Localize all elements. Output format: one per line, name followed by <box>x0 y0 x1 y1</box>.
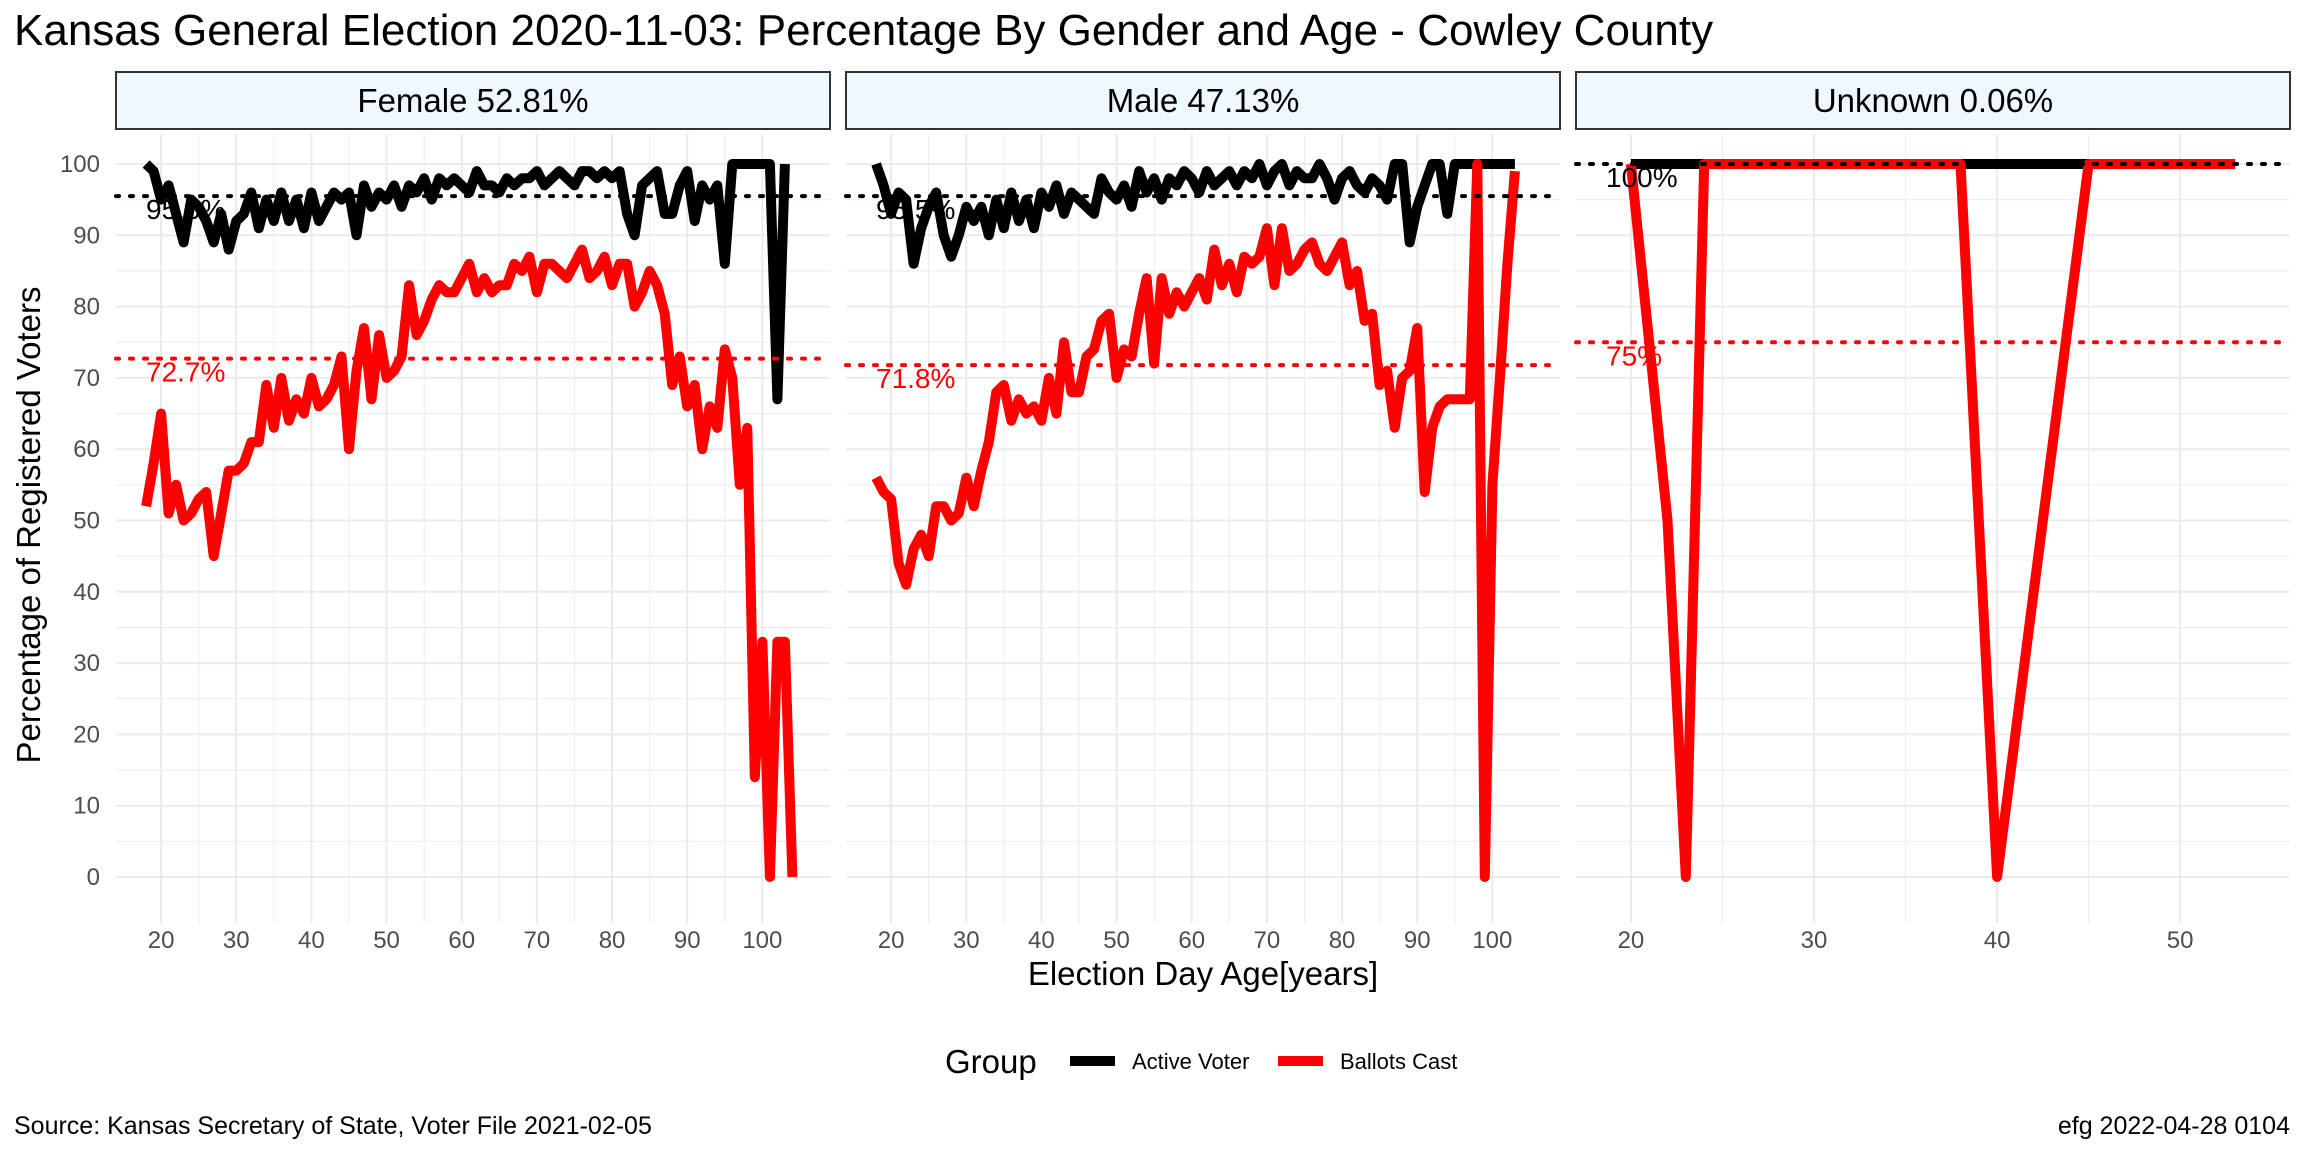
y-tick-label: 100 <box>60 151 100 178</box>
x-tick-label: 30 <box>223 927 250 954</box>
credit-caption: efg 2022-04-28 0104 <box>2058 1112 2290 1140</box>
x-tick-label: 30 <box>953 927 980 954</box>
active-voter-line <box>142 159 790 405</box>
avg-ballots-label: 72.7% <box>146 357 225 388</box>
facet-strip-label: Unknown 0.06% <box>1813 82 2053 119</box>
x-tick-label: 70 <box>1254 927 1281 954</box>
legend-label-active-voter: Active Voter <box>1132 1049 1249 1074</box>
facet-strip <box>1575 71 2291 130</box>
y-tick-label: 20 <box>73 721 100 748</box>
y-tick-label: 90 <box>73 222 100 249</box>
avg-active-label: 95.5% <box>146 194 225 225</box>
ballots-cast-line <box>141 244 798 882</box>
x-tick-label: 40 <box>1984 927 2011 954</box>
y-tick-label: 40 <box>73 579 100 606</box>
x-tick-label: 20 <box>878 927 905 954</box>
y-tick-label: 0 <box>87 864 100 891</box>
active-voter-line <box>871 159 1515 269</box>
y-tick-label: 10 <box>73 793 100 820</box>
y-tick-label: 60 <box>73 436 100 463</box>
x-tick-label: 50 <box>1103 927 1130 954</box>
x-tick-label: 60 <box>1178 927 1205 954</box>
y-tick-label: 50 <box>73 508 100 535</box>
y-tick-label: 70 <box>73 365 100 392</box>
facet-strip <box>845 71 1561 130</box>
x-tick-label: 60 <box>448 927 475 954</box>
x-tick-label: 100 <box>1472 927 1512 954</box>
x-tick-label: 30 <box>1801 927 1828 954</box>
x-tick-label: 90 <box>674 927 701 954</box>
avg-ballots-label: 71.8% <box>876 363 955 394</box>
x-tick-label: 20 <box>1618 927 1645 954</box>
x-tick-label: 80 <box>1329 927 1356 954</box>
x-tick-label: 40 <box>1028 927 1055 954</box>
x-tick-label: 80 <box>599 927 626 954</box>
chart-title: Kansas General Election 2020-11-03: Perc… <box>14 6 1713 55</box>
avg-ballots-label: 75% <box>1606 340 1662 371</box>
facet-strip <box>115 71 831 130</box>
facet-panel-2: Male 47.13% 20 30 40 50 60 70 80 90 100 95.5% 71.8% <box>844 71 1562 954</box>
facet-strip-label: Male 47.13% <box>1107 82 1300 119</box>
ballots-cast-line <box>871 159 1520 882</box>
facet-strip-label: Female 52.81% <box>357 82 588 119</box>
x-tick-label: 50 <box>373 927 400 954</box>
x-tick-label: 70 <box>524 927 551 954</box>
facet-panel-3: Unknown 0.06% 20 30 40 50 100% 75% <box>1574 71 2292 954</box>
y-axis-title: Percentage of Registered Voters <box>10 287 47 764</box>
avg-active-label: 95.5% <box>876 194 955 225</box>
x-tick-label: 20 <box>148 927 175 954</box>
panels: Female 52.81% 20 30 40 50 60 70 80 90 100 0 10 20 30 4… <box>60 71 2292 954</box>
legend-title: Group <box>945 1043 1037 1080</box>
x-tick-label: 90 <box>1404 927 1431 954</box>
x-tick-label: 40 <box>298 927 325 954</box>
facet-panel-1: Female 52.81% 20 30 40 50 60 70 80 90 100 0 10 20 30 4… <box>60 71 832 954</box>
x-tick-label: 100 <box>742 927 782 954</box>
x-tick-label: 50 <box>2167 927 2194 954</box>
legend: Group Active Voter Ballots Cast <box>945 1043 1457 1080</box>
source-caption: Source: Kansas Secretary of State, Voter… <box>14 1112 652 1140</box>
y-tick-label: 30 <box>73 650 100 677</box>
legend-label-ballots-cast: Ballots Cast <box>1340 1049 1457 1074</box>
y-tick-label: 80 <box>73 294 100 321</box>
avg-active-label: 100% <box>1606 162 1678 193</box>
x-axis-title: Election Day Age[years] <box>1028 955 1378 992</box>
